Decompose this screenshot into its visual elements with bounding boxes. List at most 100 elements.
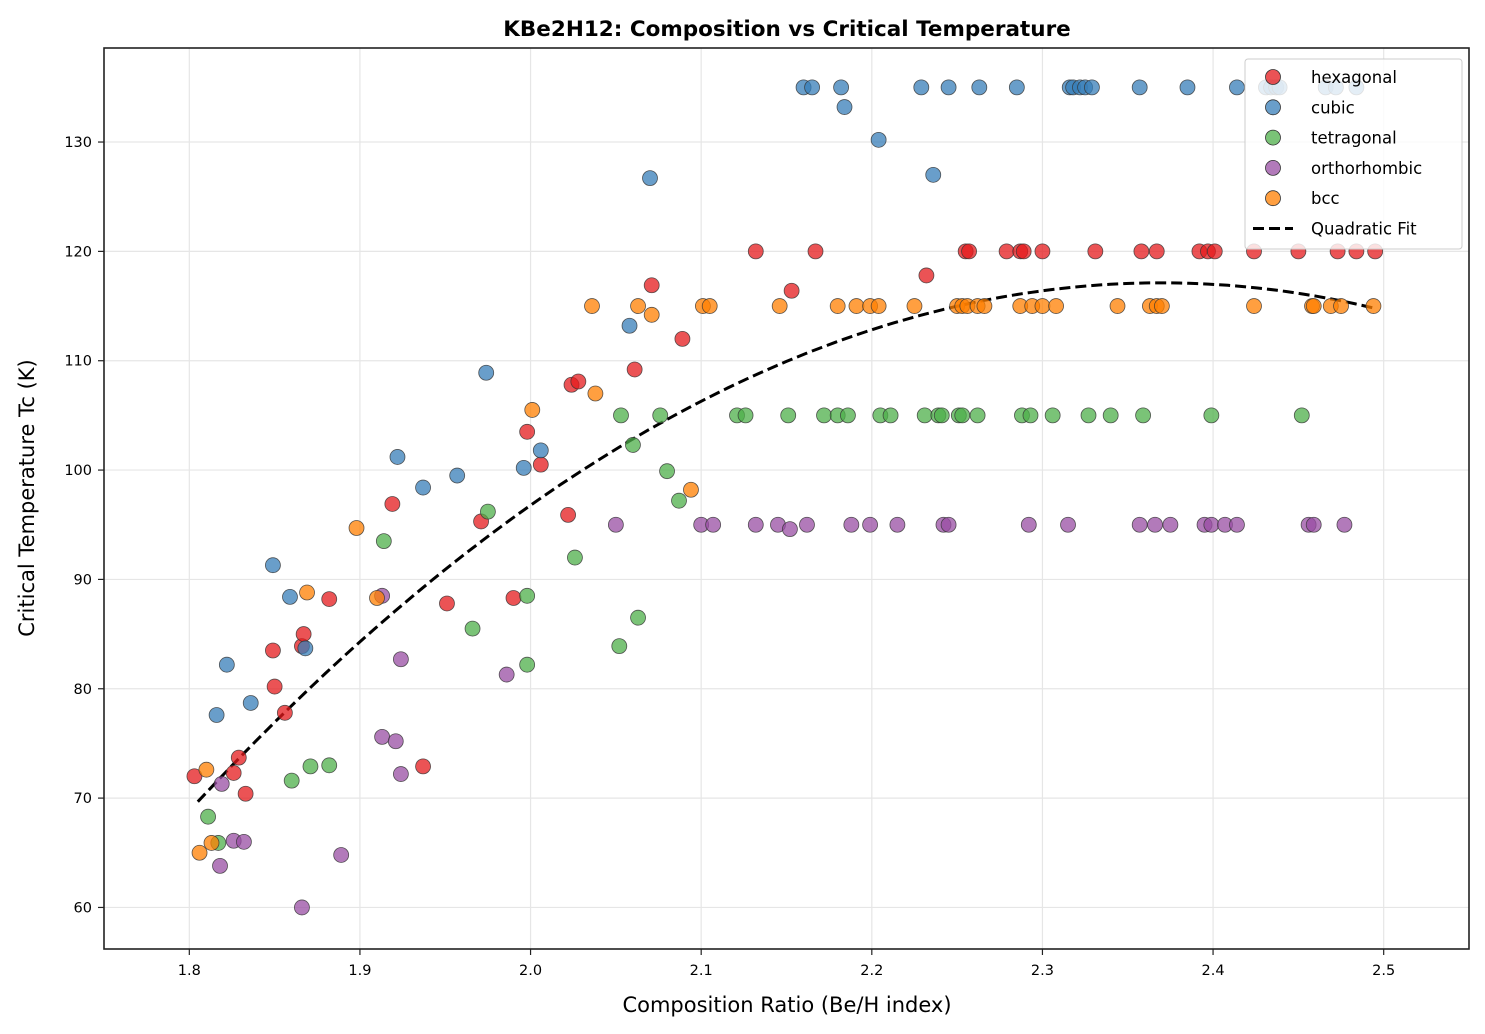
data-point-orthorhombic — [1229, 516, 1245, 533]
data-point-tetragonal — [611, 638, 628, 655]
data-point-hexagonal — [570, 373, 587, 390]
data-point-tetragonal — [464, 620, 481, 637]
data-point-hexagonal — [265, 642, 281, 659]
x-tick-label: 2.0 — [519, 963, 542, 979]
data-point-tetragonal — [933, 407, 950, 424]
data-point-bcc — [683, 481, 699, 498]
data-point-hexagonal — [560, 507, 576, 523]
x-tick-label: 2.4 — [1202, 963, 1225, 979]
legend: hexagonal cubic tetragonal orthorhombic bcc Q… — [1244, 58, 1463, 250]
y-tick-label: 90 — [74, 572, 92, 588]
y-tick-label: 70 — [74, 791, 92, 807]
data-point-tetragonal — [1080, 407, 1097, 424]
legend-box — [1244, 58, 1463, 250]
data-point-orthorhombic — [1203, 516, 1220, 533]
data-point-tetragonal — [625, 437, 641, 453]
y-tick-label: 80 — [74, 682, 92, 698]
data-point-hexagonal — [384, 496, 401, 512]
data-point-hexagonal — [1206, 243, 1223, 260]
data-point-cubic — [532, 442, 549, 459]
data-point-bcc — [1305, 298, 1322, 314]
data-point-hexagonal — [295, 626, 312, 642]
data-point-cubic — [804, 79, 820, 96]
data-point-cubic — [478, 364, 495, 381]
data-point-orthorhombic — [1060, 516, 1076, 533]
data-point-cubic — [265, 557, 281, 574]
data-point-tetragonal — [882, 407, 899, 424]
data-point-hexagonal — [998, 243, 1015, 260]
data-point-cubic — [1131, 79, 1148, 96]
data-point-bcc — [701, 298, 718, 314]
x-tick-label: 2.3 — [1031, 963, 1054, 979]
data-point-hexagonal — [225, 765, 242, 781]
data-point-tetragonal — [954, 407, 971, 424]
data-point-bcc — [191, 844, 208, 861]
data-point-hexagonal — [961, 243, 977, 260]
data-point-orthorhombic — [392, 651, 409, 668]
data-point-hexagonal — [1133, 243, 1150, 260]
data-point-cubic — [925, 166, 942, 183]
data-point-cubic — [1179, 79, 1196, 96]
data-point-hexagonal — [439, 595, 455, 612]
series-tetragonal — [200, 407, 1310, 851]
data-point-cubic — [1008, 79, 1025, 96]
data-point-hexagonal — [237, 785, 254, 802]
data-point-bcc — [524, 402, 541, 418]
data-point-bcc — [587, 385, 604, 402]
legend-marker — [1265, 129, 1281, 146]
data-point-bcc — [630, 298, 646, 314]
data-point-tetragonal — [1135, 407, 1152, 424]
data-point-cubic — [913, 79, 930, 96]
data-point-orthorhombic — [1305, 516, 1322, 533]
data-point-orthorhombic — [387, 733, 404, 750]
data-point-bcc — [1246, 298, 1262, 314]
data-point-bcc — [299, 584, 315, 601]
quadratic-fit-line — [196, 281, 1376, 803]
data-point-orthorhombic — [236, 833, 252, 850]
data-point-orthorhombic — [294, 899, 310, 916]
fit-layer — [196, 281, 1376, 803]
data-point-hexagonal — [230, 749, 247, 766]
data-point-tetragonal — [283, 772, 300, 789]
data-point-hexagonal — [1148, 243, 1165, 260]
data-point-bcc — [976, 298, 993, 314]
data-point-bcc — [1333, 298, 1349, 314]
data-point-cubic — [1229, 79, 1245, 96]
data-point-bcc — [771, 298, 788, 314]
data-point-cubic — [208, 707, 225, 723]
data-point-orthorhombic — [498, 666, 515, 683]
data-point-cubic — [218, 656, 235, 673]
data-point-tetragonal — [519, 656, 536, 673]
data-point-hexagonal — [532, 456, 549, 473]
data-point-cubic — [282, 589, 298, 605]
data-point-tetragonal — [1044, 407, 1061, 424]
data-point-hexagonal — [807, 243, 824, 260]
plot-frame — [103, 47, 1470, 950]
data-point-tetragonal — [916, 407, 933, 424]
y-tick-label: 110 — [64, 354, 92, 370]
data-point-bcc — [369, 590, 385, 606]
data-point-tetragonal — [519, 587, 536, 604]
data-point-hexagonal — [643, 277, 660, 294]
data-point-orthorhombic — [1162, 516, 1179, 533]
data-point-orthorhombic — [889, 516, 906, 533]
data-points — [186, 79, 1384, 916]
y-tick-label: 130 — [64, 135, 92, 151]
data-point-tetragonal — [969, 407, 986, 424]
data-point-bcc — [848, 298, 865, 314]
data-point-tetragonal — [480, 503, 496, 520]
data-point-tetragonal — [200, 808, 216, 825]
data-point-bcc — [1048, 298, 1064, 314]
x-tick-label: 1.8 — [178, 963, 201, 979]
chart-title: KBe2H12: Composition vs Critical Tempera… — [503, 17, 1071, 42]
data-point-orthorhombic — [1131, 516, 1148, 533]
legend-label: tetragonal — [1311, 129, 1397, 148]
data-point-cubic — [389, 449, 406, 465]
legend-marker — [1265, 69, 1281, 85]
data-point-bcc — [203, 835, 220, 851]
series-bcc — [191, 298, 1382, 861]
data-point-hexagonal — [415, 758, 431, 775]
data-point-orthorhombic — [799, 516, 815, 533]
data-point-hexagonal — [276, 704, 293, 721]
